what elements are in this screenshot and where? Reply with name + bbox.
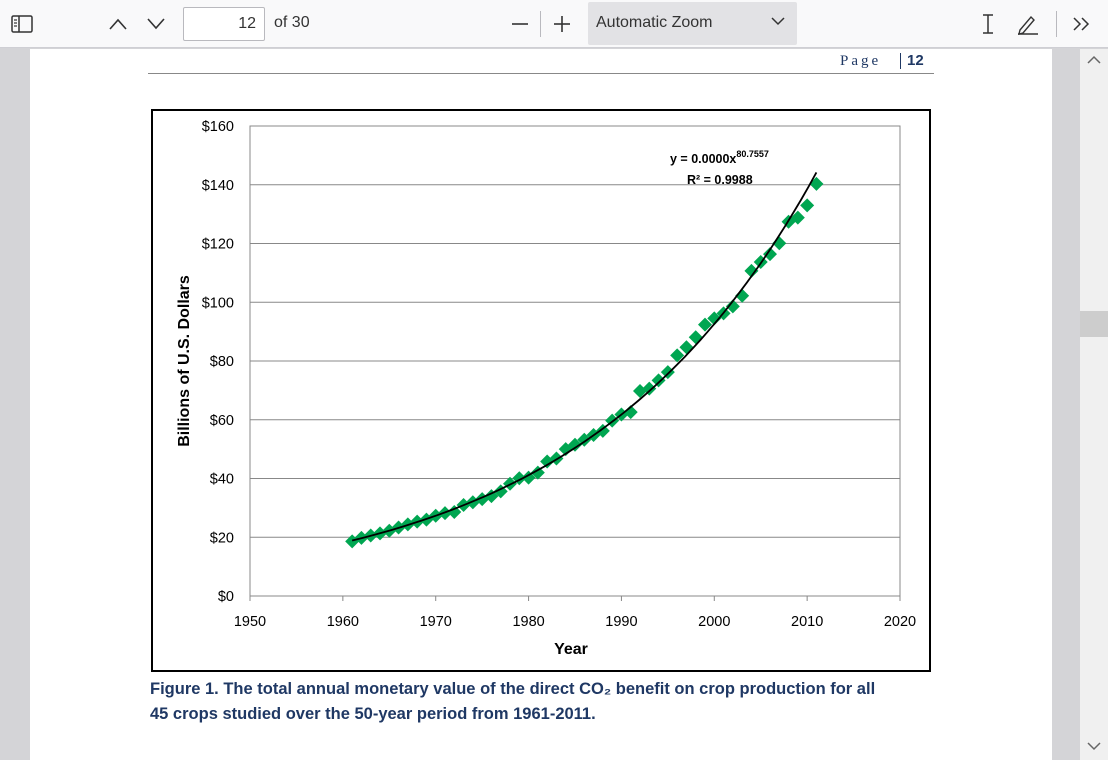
text-cursor-icon bbox=[983, 14, 993, 34]
x-tick-label: 1950 bbox=[234, 614, 266, 630]
text-tool-button[interactable] bbox=[972, 8, 1004, 40]
trendline-equation: y = 0.0000x80.7557 bbox=[670, 149, 769, 166]
x-tick-label: 2020 bbox=[884, 614, 916, 630]
pdf-toolbar: of 30 Automatic Zoom bbox=[0, 0, 1108, 48]
data-point bbox=[623, 405, 638, 420]
trendline bbox=[351, 171, 818, 542]
vertical-scrollbar[interactable] bbox=[1080, 49, 1108, 760]
page-header-label: Page bbox=[840, 53, 882, 69]
data-point bbox=[568, 437, 582, 452]
y-tick-label: $140 bbox=[202, 178, 234, 194]
toolbar-separator bbox=[540, 11, 541, 37]
data-point bbox=[800, 198, 815, 213]
next-page-button[interactable] bbox=[140, 8, 172, 40]
plot-area bbox=[249, 125, 901, 597]
toolbar-separator bbox=[1056, 11, 1057, 37]
zoom-in-button[interactable] bbox=[546, 8, 578, 40]
sidebar-toggle-icon[interactable] bbox=[6, 8, 38, 40]
data-point bbox=[679, 340, 694, 355]
plus-icon bbox=[554, 16, 570, 32]
data-point bbox=[651, 373, 666, 388]
data-point bbox=[447, 504, 462, 519]
data-point bbox=[595, 423, 610, 438]
x-tick-label: 2010 bbox=[791, 614, 823, 630]
scroll-up-icon bbox=[1087, 55, 1101, 64]
equation-exponent: 80.7557 bbox=[736, 149, 769, 159]
minus-icon bbox=[512, 23, 528, 25]
y-tick-label: $120 bbox=[202, 237, 234, 253]
data-point bbox=[530, 465, 545, 480]
x-tick-label: 1970 bbox=[420, 614, 452, 630]
more-tools-button[interactable] bbox=[1066, 8, 1098, 40]
data-point bbox=[660, 365, 675, 380]
trendline-r-squared: R² = 0.9988 bbox=[687, 173, 753, 187]
data-point bbox=[670, 348, 685, 363]
zoom-out-button[interactable] bbox=[504, 8, 536, 40]
chevron-up-icon bbox=[109, 18, 127, 30]
caption-line-2: 45 crops studied over the 50-year period… bbox=[150, 705, 596, 723]
y-tick-label: $0 bbox=[218, 589, 234, 605]
chevron-down-icon bbox=[771, 17, 785, 26]
data-point bbox=[688, 330, 703, 345]
data-point bbox=[744, 263, 759, 278]
pen-icon bbox=[1018, 15, 1038, 35]
previous-page-button[interactable] bbox=[102, 8, 134, 40]
data-point bbox=[707, 311, 722, 326]
y-tick-label: $100 bbox=[202, 295, 234, 311]
scroll-thumb[interactable] bbox=[1080, 311, 1108, 337]
draw-tool-button[interactable] bbox=[1012, 8, 1044, 40]
x-tick-label: 1990 bbox=[605, 614, 637, 630]
zoom-select[interactable]: Automatic Zoom bbox=[588, 2, 797, 45]
y-axis-title: Billions of U.S. Dollars bbox=[176, 275, 193, 447]
y-tick-label: $40 bbox=[210, 472, 234, 488]
document-page: Page 12 $0 $20 $40 $60 $80 $100 $120 $140 $160 19… bbox=[30, 49, 1052, 760]
x-axis-title: Year bbox=[554, 641, 588, 658]
page-count-label: of 30 bbox=[274, 14, 310, 31]
x-tick-label: 1960 bbox=[327, 614, 359, 630]
y-tick-label: $60 bbox=[210, 413, 234, 429]
x-tick-label: 1980 bbox=[512, 614, 544, 630]
page-number-input[interactable] bbox=[183, 7, 265, 41]
data-point bbox=[642, 381, 657, 396]
figure-caption: Figure 1. The total annual monetary valu… bbox=[150, 677, 950, 727]
chart-frame: $0 $20 $40 $60 $80 $100 $120 $140 $160 1950 1960 19… bbox=[151, 109, 931, 672]
caption-line-1: Figure 1. The total annual monetary valu… bbox=[150, 680, 876, 698]
data-point bbox=[698, 317, 712, 332]
scroll-down-icon bbox=[1087, 742, 1101, 751]
y-tick-label: $20 bbox=[210, 530, 234, 546]
y-tick-label: $160 bbox=[202, 119, 234, 135]
data-point bbox=[763, 247, 777, 262]
page-header-number: 12 bbox=[900, 53, 924, 69]
zoom-value: Automatic Zoom bbox=[596, 14, 713, 31]
chevron-down-icon bbox=[147, 18, 165, 30]
data-point bbox=[725, 299, 740, 314]
double-chevron-right-icon bbox=[1073, 17, 1090, 31]
data-point bbox=[809, 176, 824, 191]
header-rule bbox=[148, 73, 934, 74]
y-tick-label: $80 bbox=[210, 354, 234, 370]
x-tick-label: 2000 bbox=[698, 614, 730, 630]
scatter-chart: $0 $20 $40 $60 $80 $100 $120 $140 $160 1950 1960 19… bbox=[176, 119, 916, 658]
equation-base: y = 0.0000x bbox=[670, 152, 736, 166]
data-point bbox=[790, 210, 805, 225]
